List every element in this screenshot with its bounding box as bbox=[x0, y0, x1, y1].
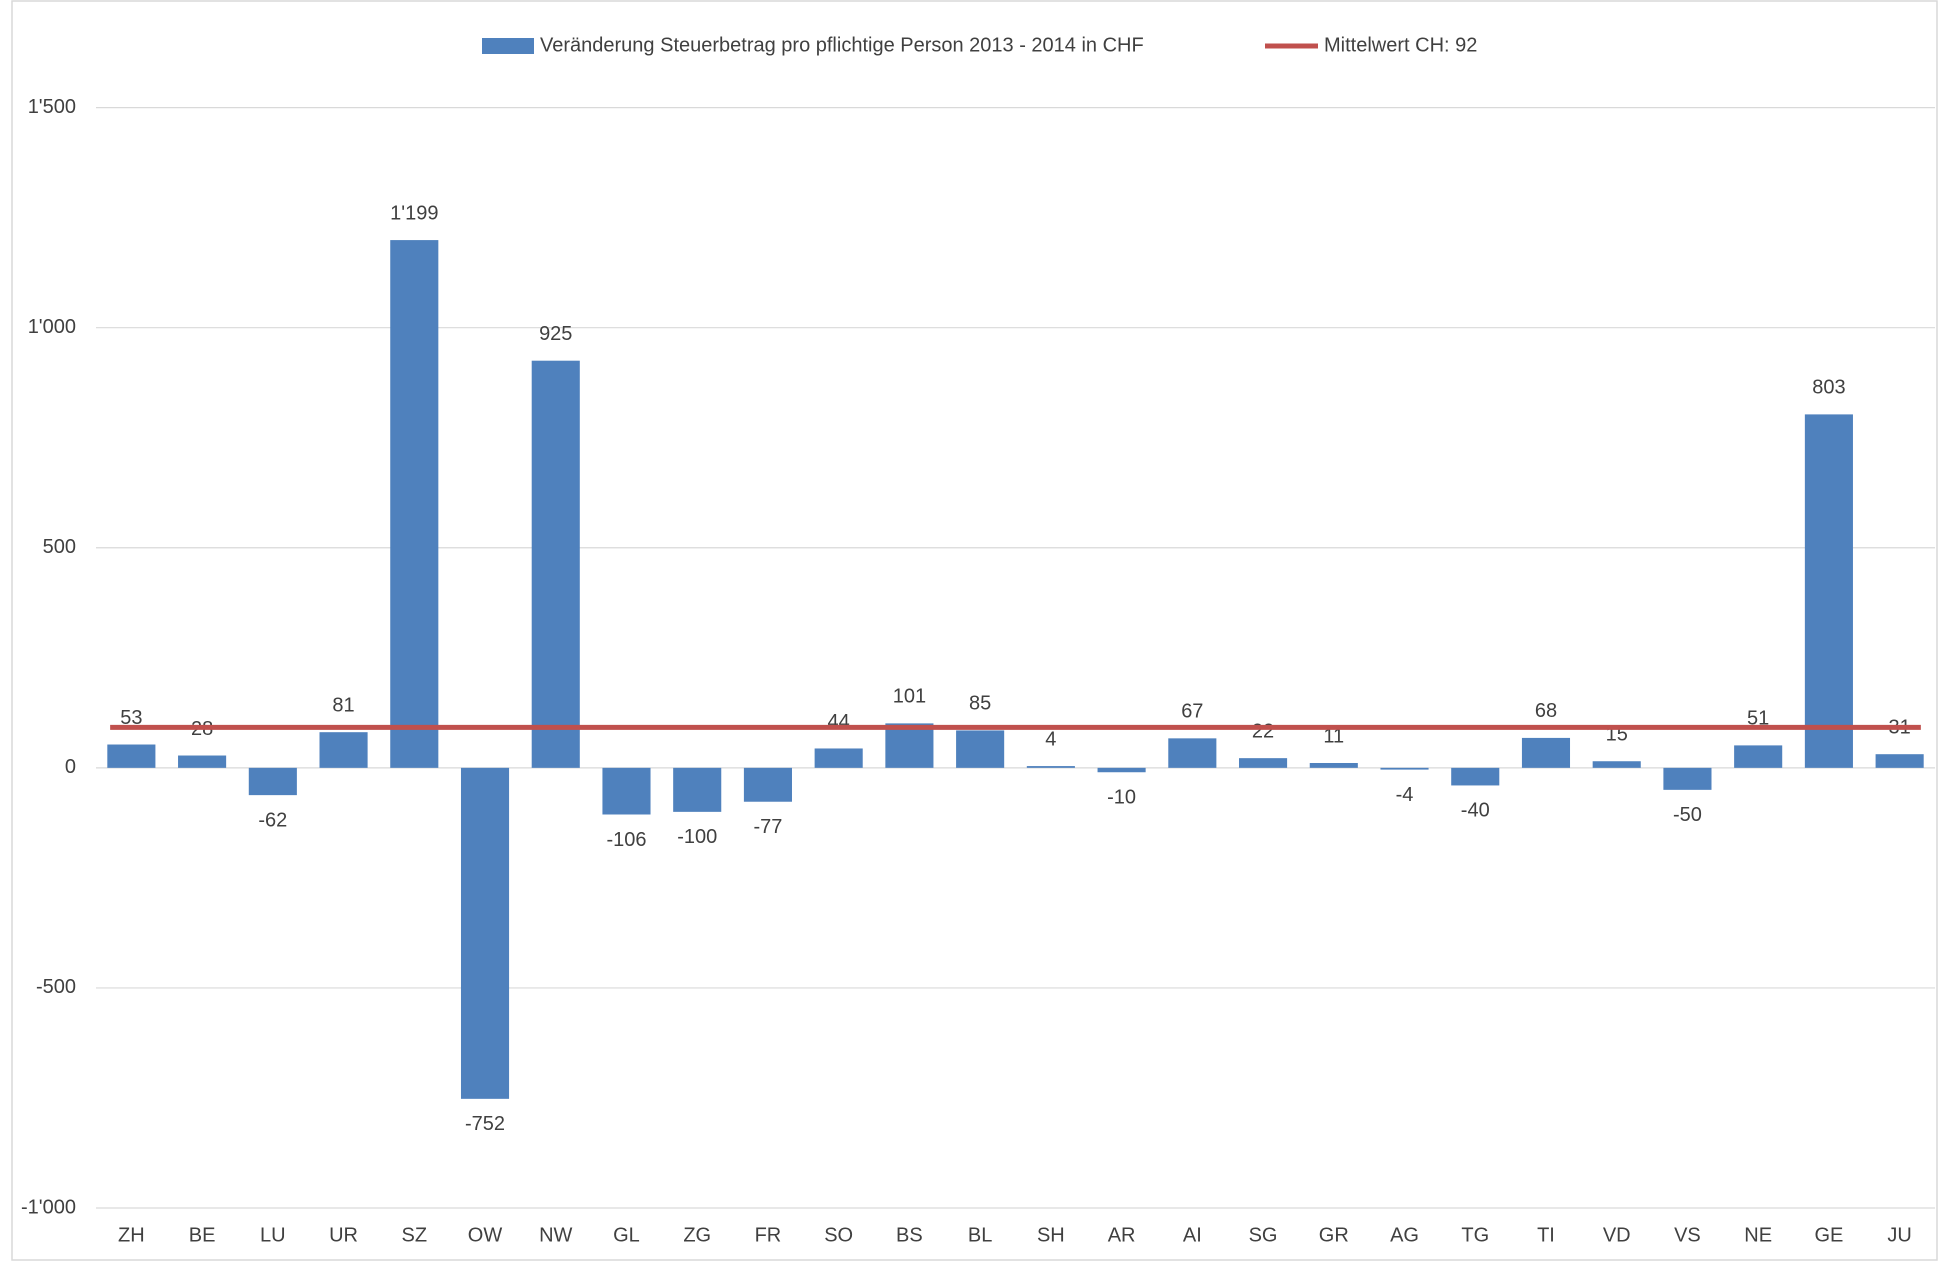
x-tick-label: TI bbox=[1537, 1224, 1555, 1246]
data-label: -752 bbox=[465, 1113, 505, 1135]
bar bbox=[1380, 767, 1429, 770]
legend-label: Mittelwert CH: 92 bbox=[1324, 34, 1477, 56]
x-tick-label: GL bbox=[613, 1224, 640, 1246]
x-tick-label: AR bbox=[1108, 1224, 1136, 1246]
bar bbox=[1734, 745, 1783, 768]
y-tick-label: -500 bbox=[36, 976, 76, 998]
bar bbox=[1521, 737, 1571, 768]
data-label: -77 bbox=[753, 816, 782, 838]
chart-frame bbox=[11, 0, 1938, 1261]
data-label: 51 bbox=[1747, 708, 1769, 730]
x-tick-label: TG bbox=[1461, 1224, 1489, 1246]
bar bbox=[1663, 767, 1712, 790]
data-label: -106 bbox=[606, 829, 646, 851]
bar bbox=[743, 767, 792, 802]
bar bbox=[1239, 758, 1288, 768]
data-label: 101 bbox=[893, 686, 926, 708]
bar bbox=[1592, 761, 1641, 768]
y-tick-label: 0 bbox=[65, 756, 76, 778]
x-tick-label: NE bbox=[1744, 1224, 1772, 1246]
x-tick-label: GE bbox=[1814, 1224, 1843, 1246]
bar bbox=[248, 767, 297, 796]
bar bbox=[1804, 414, 1853, 768]
bar bbox=[602, 767, 651, 815]
data-label: 85 bbox=[969, 693, 991, 715]
bar bbox=[390, 240, 439, 768]
bar bbox=[107, 744, 156, 768]
data-label: 11 bbox=[1323, 725, 1344, 747]
x-tick-label: UR bbox=[329, 1224, 358, 1246]
data-label: 925 bbox=[539, 323, 572, 345]
x-tick-label: ZH bbox=[118, 1224, 145, 1246]
bar bbox=[956, 730, 1005, 768]
x-tick-label: SO bbox=[824, 1224, 853, 1246]
data-label: 81 bbox=[332, 694, 354, 716]
x-tick-label: BS bbox=[896, 1224, 923, 1246]
data-label: 68 bbox=[1535, 700, 1557, 722]
y-tick-label: 1'000 bbox=[28, 316, 76, 338]
data-label: -62 bbox=[258, 809, 287, 831]
data-label: 67 bbox=[1181, 701, 1203, 723]
x-tick-label: BE bbox=[189, 1224, 216, 1246]
data-label: -40 bbox=[1461, 800, 1490, 822]
data-label: -4 bbox=[1396, 784, 1414, 806]
x-tick-label: AG bbox=[1390, 1224, 1419, 1246]
y-tick-label: 1'500 bbox=[28, 96, 76, 118]
x-tick-label: JU bbox=[1887, 1224, 1911, 1246]
x-tick-label: FR bbox=[755, 1224, 782, 1246]
y-tick-label: 500 bbox=[43, 536, 76, 558]
bar bbox=[319, 732, 368, 768]
y-tick-label: -1'000 bbox=[21, 1196, 76, 1218]
x-tick-label: NW bbox=[539, 1224, 572, 1246]
bar bbox=[814, 748, 863, 768]
x-tick-label: OW bbox=[468, 1224, 503, 1246]
x-tick-label: ZG bbox=[683, 1224, 711, 1246]
bar bbox=[1097, 767, 1146, 773]
bar bbox=[178, 755, 227, 768]
bar bbox=[1875, 754, 1924, 768]
x-tick-label: AI bbox=[1183, 1224, 1202, 1246]
bar bbox=[885, 723, 934, 768]
data-label: 803 bbox=[1812, 377, 1845, 399]
data-label: 1'199 bbox=[390, 202, 438, 224]
x-tick-label: BL bbox=[968, 1224, 992, 1246]
bar bbox=[1026, 766, 1075, 768]
x-tick-label: VD bbox=[1603, 1224, 1631, 1246]
x-tick-label: SG bbox=[1249, 1224, 1278, 1246]
bar bbox=[1451, 767, 1500, 786]
x-tick-label: VS bbox=[1674, 1224, 1701, 1246]
legend-swatch bbox=[482, 38, 534, 54]
x-tick-label: GR bbox=[1319, 1224, 1349, 1246]
data-label: 22 bbox=[1252, 720, 1274, 742]
x-tick-label: LU bbox=[260, 1224, 286, 1246]
bar bbox=[1168, 738, 1217, 768]
bar bbox=[1309, 762, 1358, 768]
bar bbox=[673, 767, 722, 812]
legend-label: Veränderung Steuerbetrag pro pflichtige … bbox=[540, 34, 1144, 56]
data-label: -50 bbox=[1673, 804, 1702, 826]
data-label: -100 bbox=[677, 826, 717, 848]
x-tick-label: SZ bbox=[402, 1224, 428, 1246]
data-label: 4 bbox=[1045, 728, 1056, 750]
bar bbox=[531, 360, 580, 768]
data-label: 53 bbox=[120, 707, 142, 729]
data-label: -10 bbox=[1107, 787, 1136, 809]
x-tick-label: SH bbox=[1037, 1224, 1065, 1246]
bar bbox=[460, 767, 510, 1099]
